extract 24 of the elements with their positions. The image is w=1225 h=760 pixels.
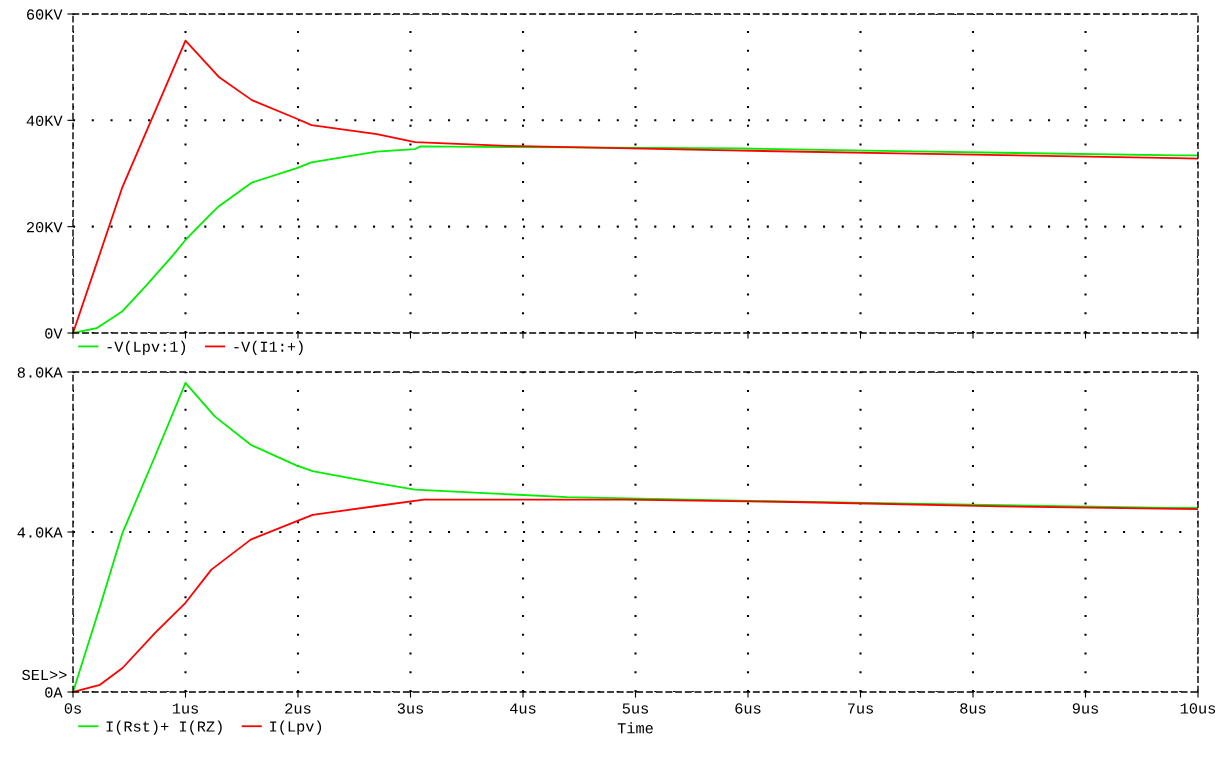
x-tick-label: 2us bbox=[285, 703, 311, 714]
x-tick-label: 4us bbox=[510, 703, 536, 714]
x-tick-label: 6us bbox=[735, 703, 761, 714]
x-tick-label: 9us bbox=[1072, 703, 1098, 714]
x-tick-label: 5us bbox=[622, 703, 648, 714]
x-tick-label: 7us bbox=[847, 703, 873, 714]
x-tick-label: 1us bbox=[172, 703, 198, 714]
x-axis-title: Time bbox=[617, 722, 653, 734]
legend-label: -V(Lpv:1) bbox=[107, 340, 186, 355]
y-tick-label: 0V bbox=[45, 328, 63, 339]
y-tick-label: 40KV bbox=[26, 115, 63, 127]
y-tick-label: 8.0KA bbox=[17, 367, 63, 378]
x-tick-label: 3us bbox=[397, 703, 423, 714]
x-tick-label: 8us bbox=[960, 703, 986, 714]
x-tick-label: 0s bbox=[64, 703, 81, 714]
legend-label: I(Rst)+ I(RZ) bbox=[106, 720, 222, 735]
legend-label: I(Lpv) bbox=[270, 720, 322, 735]
legend-label: -V(I1:+) bbox=[234, 340, 303, 355]
y-tick-label: 0A bbox=[45, 687, 63, 698]
y-tick-label: 20KV bbox=[26, 221, 63, 233]
y-tick-label: 4.0KA bbox=[17, 527, 63, 538]
y-tick-label: 60KV bbox=[27, 9, 63, 20]
text: SEL>> bbox=[22, 669, 67, 681]
x-tick-label: 10us bbox=[1180, 703, 1216, 714]
